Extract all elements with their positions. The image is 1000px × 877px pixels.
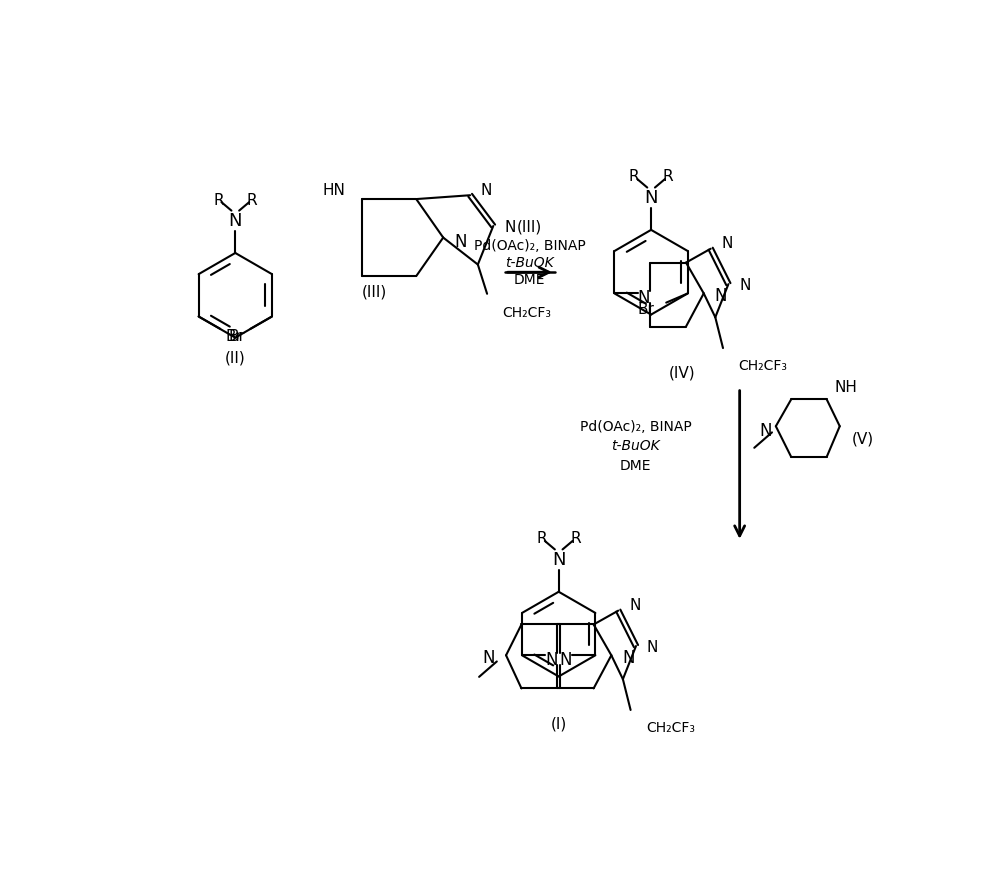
Text: N: N <box>739 277 751 292</box>
Text: N: N <box>721 236 733 251</box>
Text: R: R <box>570 531 581 545</box>
Text: N: N <box>759 422 772 439</box>
Text: N: N <box>560 651 572 668</box>
Text: Br: Br <box>229 329 246 344</box>
Text: N: N <box>715 287 727 304</box>
Text: R: R <box>536 531 547 545</box>
Text: N: N <box>545 651 558 668</box>
Text: DME: DME <box>514 273 545 287</box>
Text: (I): (I) <box>551 716 567 731</box>
Text: NH: NH <box>834 380 857 395</box>
Text: HN: HN <box>323 183 345 198</box>
Text: (IV): (IV) <box>669 366 695 381</box>
Text: N: N <box>454 233 466 251</box>
Text: N: N <box>483 648 495 666</box>
Text: N: N <box>647 638 658 654</box>
Text: CH₂CF₃: CH₂CF₃ <box>646 720 695 734</box>
Text: Br: Br <box>638 302 655 317</box>
Text: N: N <box>481 182 492 197</box>
Text: (II): (II) <box>225 350 246 365</box>
Text: R: R <box>629 169 639 184</box>
Text: DME: DME <box>620 458 651 472</box>
Text: Br: Br <box>225 329 242 344</box>
Text: N: N <box>629 597 640 612</box>
Text: N: N <box>229 211 242 230</box>
Text: Pd(OAc)₂, BINAP: Pd(OAc)₂, BINAP <box>580 420 692 434</box>
Text: (III): (III) <box>517 219 542 234</box>
Text: t-BuOK: t-BuOK <box>611 439 660 453</box>
Text: N: N <box>504 219 515 234</box>
Text: (V): (V) <box>852 431 874 446</box>
Text: R: R <box>663 169 673 184</box>
Text: R: R <box>213 192 224 207</box>
Text: CH₂CF₃: CH₂CF₃ <box>502 306 551 320</box>
Text: CH₂CF₃: CH₂CF₃ <box>738 359 787 373</box>
Text: N: N <box>552 550 565 568</box>
Text: t-BuOK: t-BuOK <box>505 256 554 270</box>
Text: N: N <box>637 289 650 307</box>
Text: R: R <box>247 192 258 207</box>
Text: (III): (III) <box>361 285 387 300</box>
Text: N: N <box>622 648 635 666</box>
Text: Pd(OAc)₂, BINAP: Pd(OAc)₂, BINAP <box>474 239 585 253</box>
Text: N: N <box>644 189 658 206</box>
